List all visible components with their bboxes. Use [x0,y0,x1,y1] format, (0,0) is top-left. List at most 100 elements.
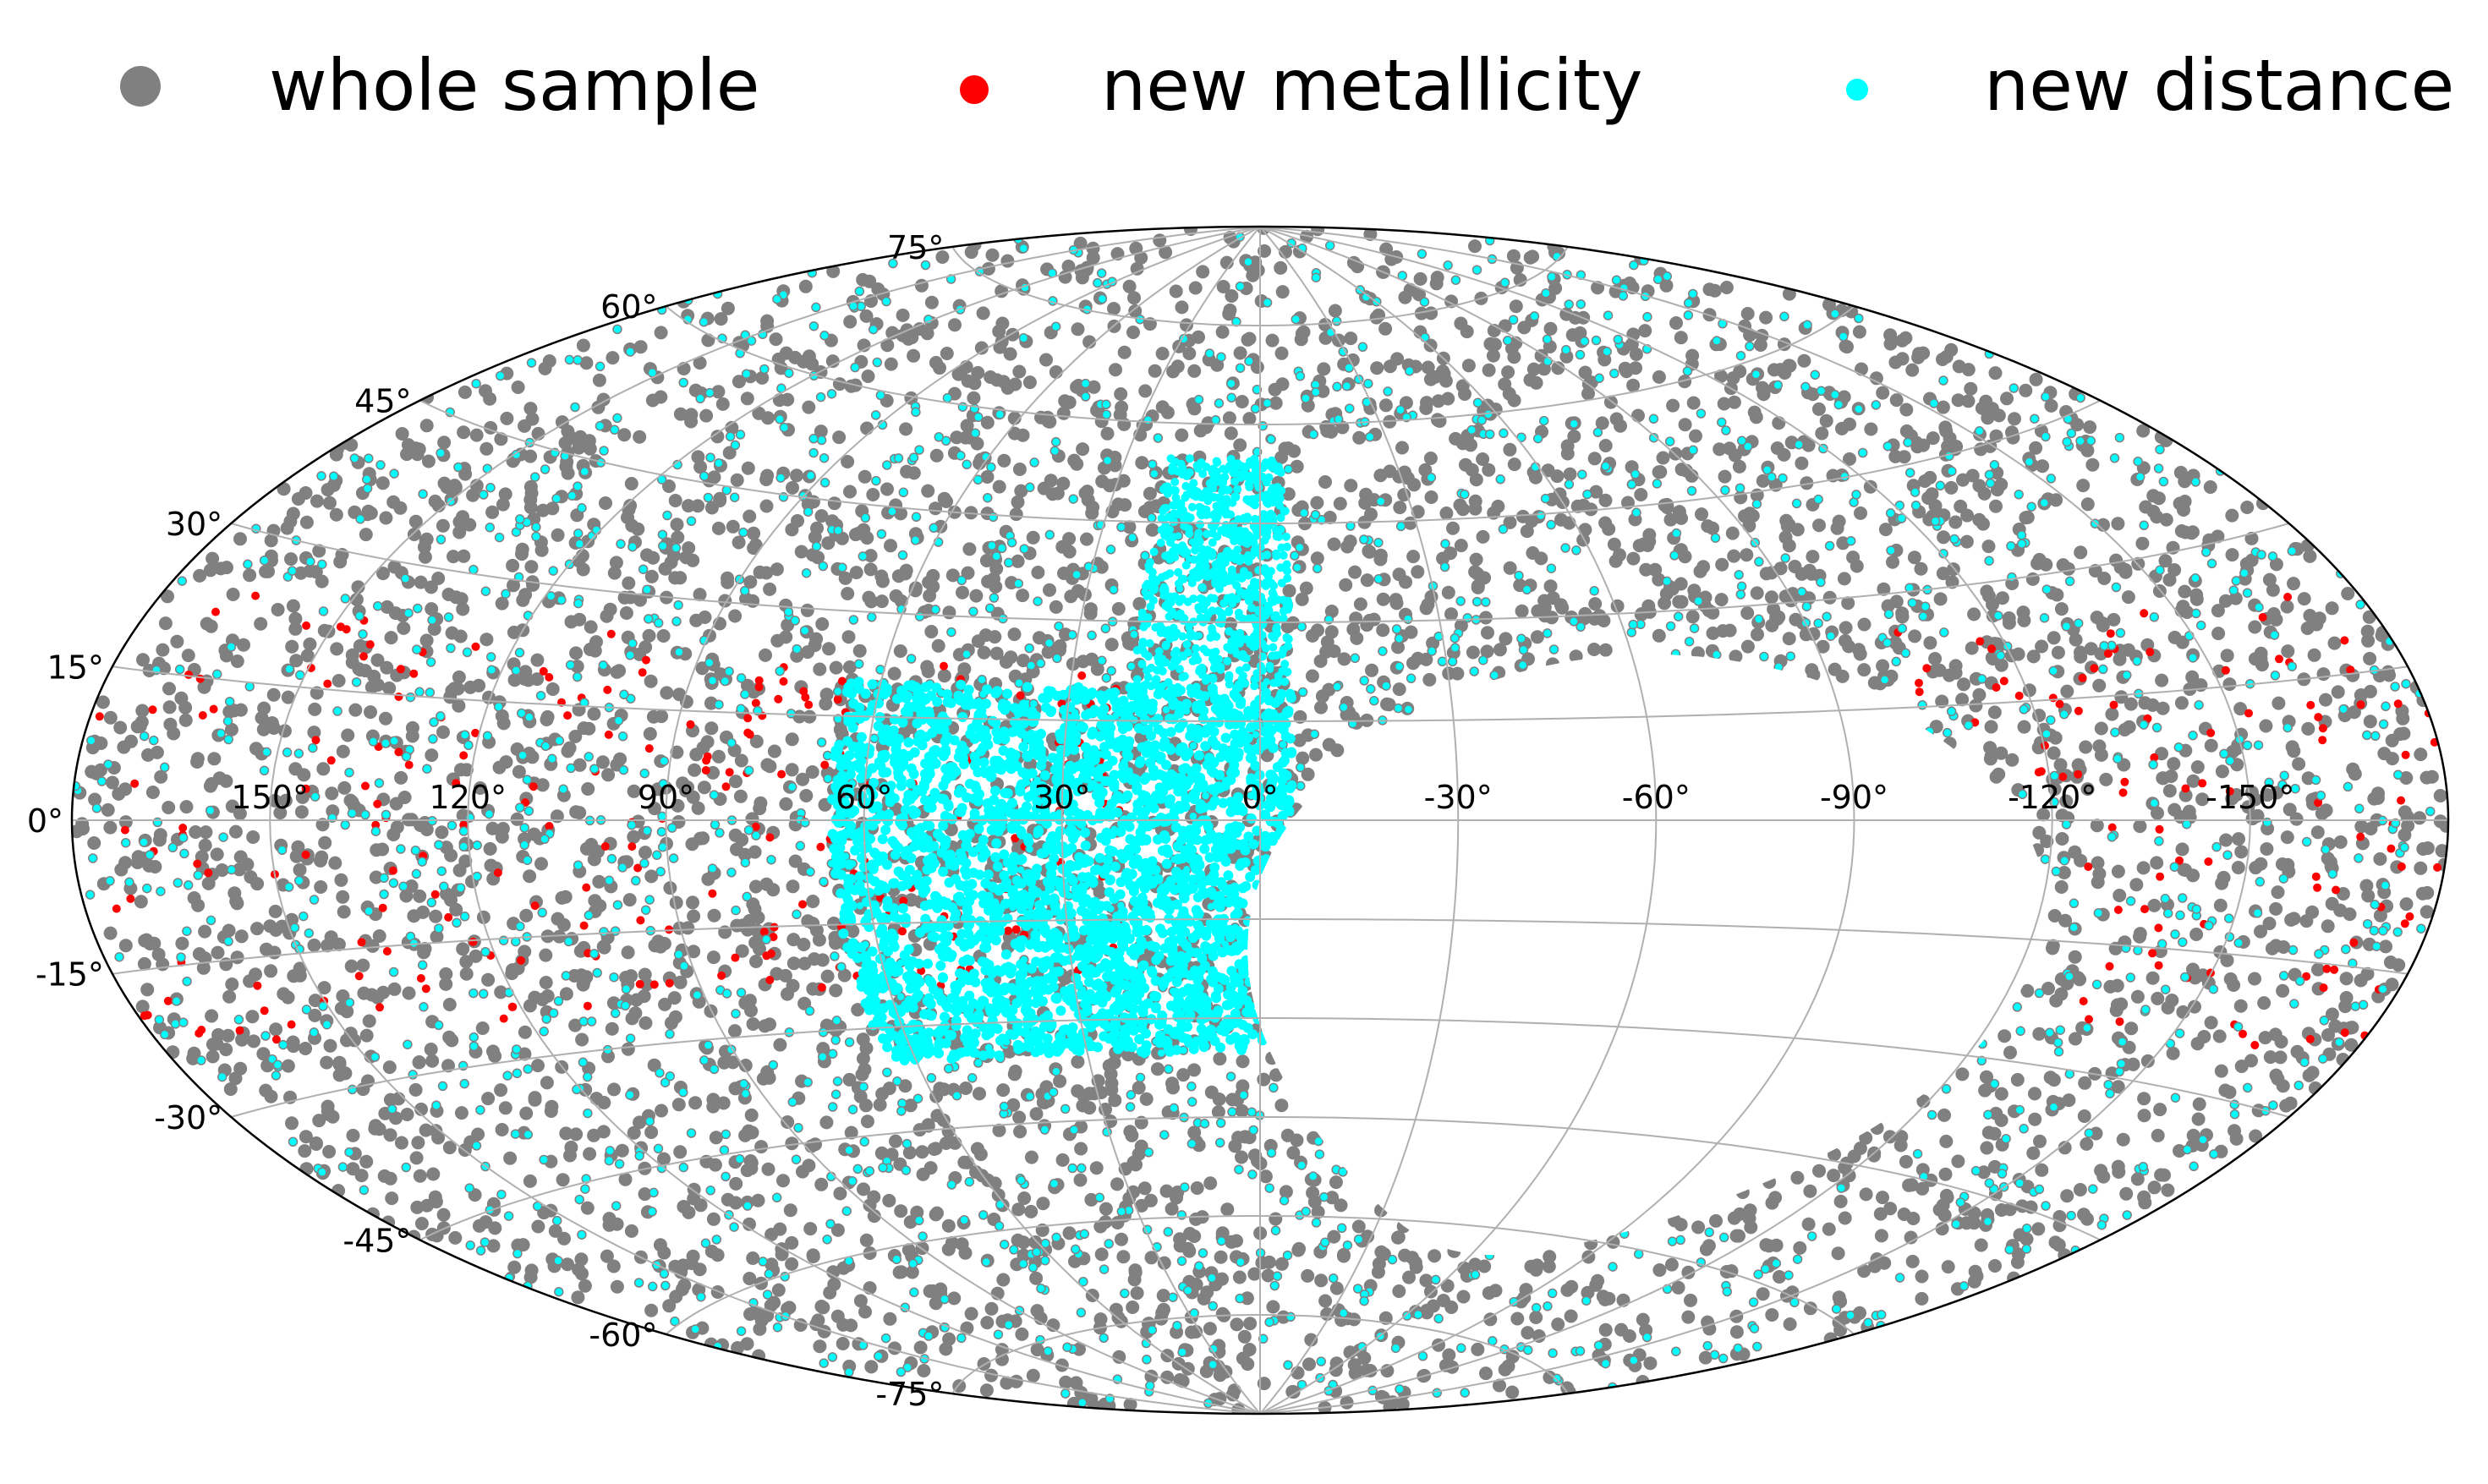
new-distance-point [833,525,843,536]
whole-sample-point [540,1076,554,1090]
whole-sample-point [2354,688,2368,702]
whole-sample-point [2281,644,2295,659]
whole-sample-point [1166,364,1181,379]
whole-sample-point [206,551,220,566]
new-metallicity-point [1016,691,1025,700]
whole-sample-point [2167,757,2181,771]
new-metallicity-point [898,927,907,936]
whole-sample-point [1337,652,1351,666]
whole-sample-point [1520,524,1534,539]
whole-sample-point [898,567,912,581]
new-distance-point [1671,1346,1681,1356]
whole-sample-point [1674,1218,1688,1232]
whole-sample-point [2219,833,2233,847]
whole-sample-point [887,666,901,681]
whole-sample-point [318,835,332,850]
whole-sample-point [995,316,1010,331]
whole-sample-point [235,1032,249,1047]
whole-sample-point [323,1038,337,1053]
whole-sample-point [1026,530,1040,545]
whole-sample-point [1222,411,1236,425]
whole-sample-point [205,777,219,791]
new-metallicity-point [2305,1034,2315,1043]
new-distance-point [1891,656,1901,667]
whole-sample-point [370,653,385,667]
whole-sample-point [2398,828,2412,842]
whole-sample-point [2189,928,2204,941]
whole-sample-point [285,639,299,654]
whole-sample-point [2204,1016,2218,1030]
new-distance-point [1395,521,1406,532]
whole-sample-point [1928,652,1943,665]
whole-sample-point [796,772,809,786]
new-distance-point [2059,855,2069,866]
whole-sample-point [222,923,236,938]
new-distance-point [613,715,624,726]
whole-sample-point [1235,1103,1249,1118]
whole-sample-point [1743,507,1757,521]
new-metallicity-point [2332,885,2341,895]
whole-sample-point [2225,508,2239,523]
whole-sample-point [1988,366,2003,381]
whole-sample-point [1769,1238,1784,1252]
whole-sample-point [1560,1283,1575,1297]
whole-sample-point [706,1212,721,1226]
new-distance-point [977,674,987,685]
whole-sample-point [1957,677,1970,692]
whole-sample-point [1728,448,1742,463]
whole-sample-point [744,1108,759,1122]
new-metallicity-point [2115,1017,2124,1027]
whole-sample-point [967,376,982,391]
new-distance-point [1353,1234,1364,1245]
new-distance-point [655,1068,665,1078]
whole-sample-point [2269,901,2283,916]
new-metallicity-point [396,665,405,674]
whole-sample-point [505,963,519,977]
whole-sample-point [210,847,224,862]
whole-sample-point [1876,1191,1889,1205]
whole-sample-point [1607,537,1621,551]
whole-sample-point [1383,464,1397,479]
new-distance-point [1806,1231,1817,1241]
whole-sample-point [314,880,328,894]
whole-sample-point [1959,534,1974,549]
whole-sample-point [226,588,240,601]
whole-sample-point [1441,585,1455,600]
whole-sample-point [103,820,118,835]
whole-sample-point [2118,723,2132,737]
whole-sample-point [2218,594,2233,608]
whole-sample-point [2076,479,2091,493]
whole-sample-point [813,1339,827,1354]
whole-sample-point [852,643,867,658]
new-metallicity-point [731,953,740,962]
whole-sample-point [786,879,800,894]
whole-sample-point [1828,662,1842,676]
whole-sample-point [382,681,397,695]
whole-sample-point [1183,1226,1197,1240]
whole-sample-point [1030,1304,1044,1318]
whole-sample-point [1233,346,1247,360]
new-metallicity-point [798,900,807,909]
whole-sample-point [1247,1267,1262,1281]
whole-sample-point [400,1108,414,1121]
whole-sample-point [2155,673,2169,687]
whole-sample-point [836,1337,850,1350]
whole-sample-point [2162,572,2177,587]
new-distance-point [1682,366,1693,376]
whole-sample-point [2303,549,2317,563]
new-metallicity-point [2314,713,2323,722]
whole-sample-point [771,1283,786,1297]
whole-sample-point [1464,438,1477,452]
whole-sample-point [711,749,726,764]
whole-sample-point [913,1340,928,1355]
new-distance-point [881,296,891,307]
whole-sample-point [2280,830,2294,845]
whole-sample-point [228,1071,243,1086]
whole-sample-point [1376,623,1390,638]
whole-sample-point [748,1306,762,1320]
whole-sample-point [939,1136,953,1150]
new-distance-point [989,593,1000,603]
whole-sample-point [803,1222,818,1236]
whole-sample-point [2420,885,2435,900]
whole-sample-point [359,528,373,542]
